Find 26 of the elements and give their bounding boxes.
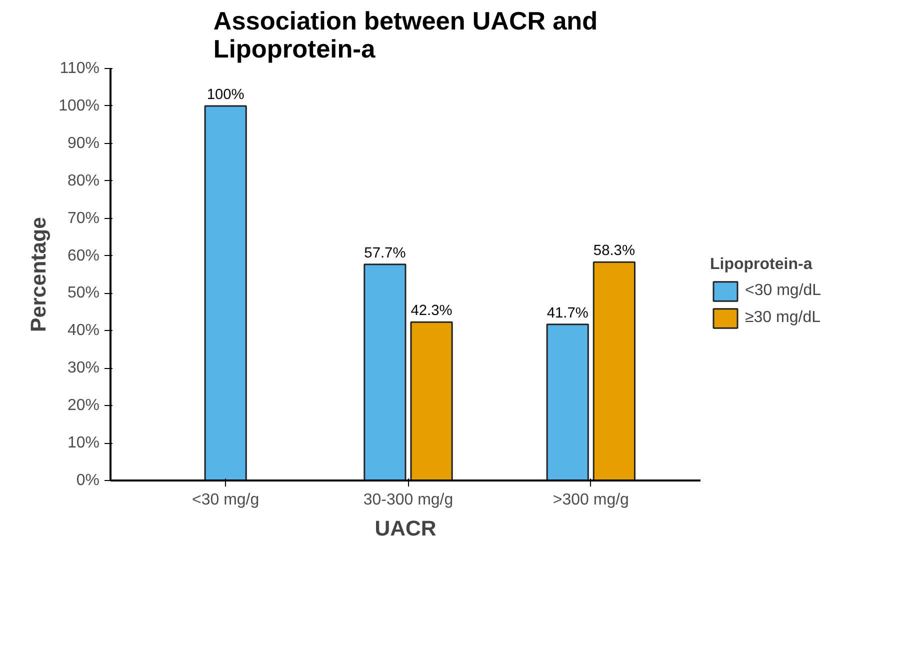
- y-tick-label: 100%: [58, 97, 100, 114]
- x-axis-title: UACR: [374, 516, 436, 540]
- y-tick-label: 90%: [67, 134, 100, 152]
- data-label: 57.7%: [364, 245, 406, 262]
- data-label: 58.3%: [593, 243, 635, 260]
- y-tick-label: 60%: [67, 247, 100, 264]
- y-tick-label: 50%: [67, 284, 100, 302]
- y-tick-label: 0%: [76, 472, 100, 489]
- data-label: 41.7%: [546, 305, 588, 322]
- y-tick-label: 110%: [60, 60, 100, 77]
- y-tick-label: 80%: [67, 172, 100, 190]
- chart-title: Association between UACR and Lipoprotein-a: [213, 8, 598, 64]
- data-label: 100%: [206, 86, 244, 103]
- legend-label: ≥30 mg/dL: [745, 309, 820, 327]
- legend-title: Lipoprotein-a: [710, 256, 814, 274]
- y-tick-label: 30%: [67, 360, 100, 377]
- y-tick-label: 70%: [67, 210, 100, 227]
- legend-label: <30 mg/dL: [745, 282, 822, 300]
- x-tick-label: >300 mg/g: [552, 492, 629, 508]
- y-tick-label: 20%: [67, 397, 100, 414]
- data-label: 42.3%: [410, 303, 452, 320]
- x-tick-label: 30-300 mg/g: [363, 492, 454, 508]
- y-tick-label: 10%: [67, 434, 100, 452]
- x-tick-label: <30 mg/g: [192, 492, 260, 508]
- y-tick-label: 40%: [67, 322, 100, 340]
- y-axis-title: Percentage: [26, 216, 51, 332]
